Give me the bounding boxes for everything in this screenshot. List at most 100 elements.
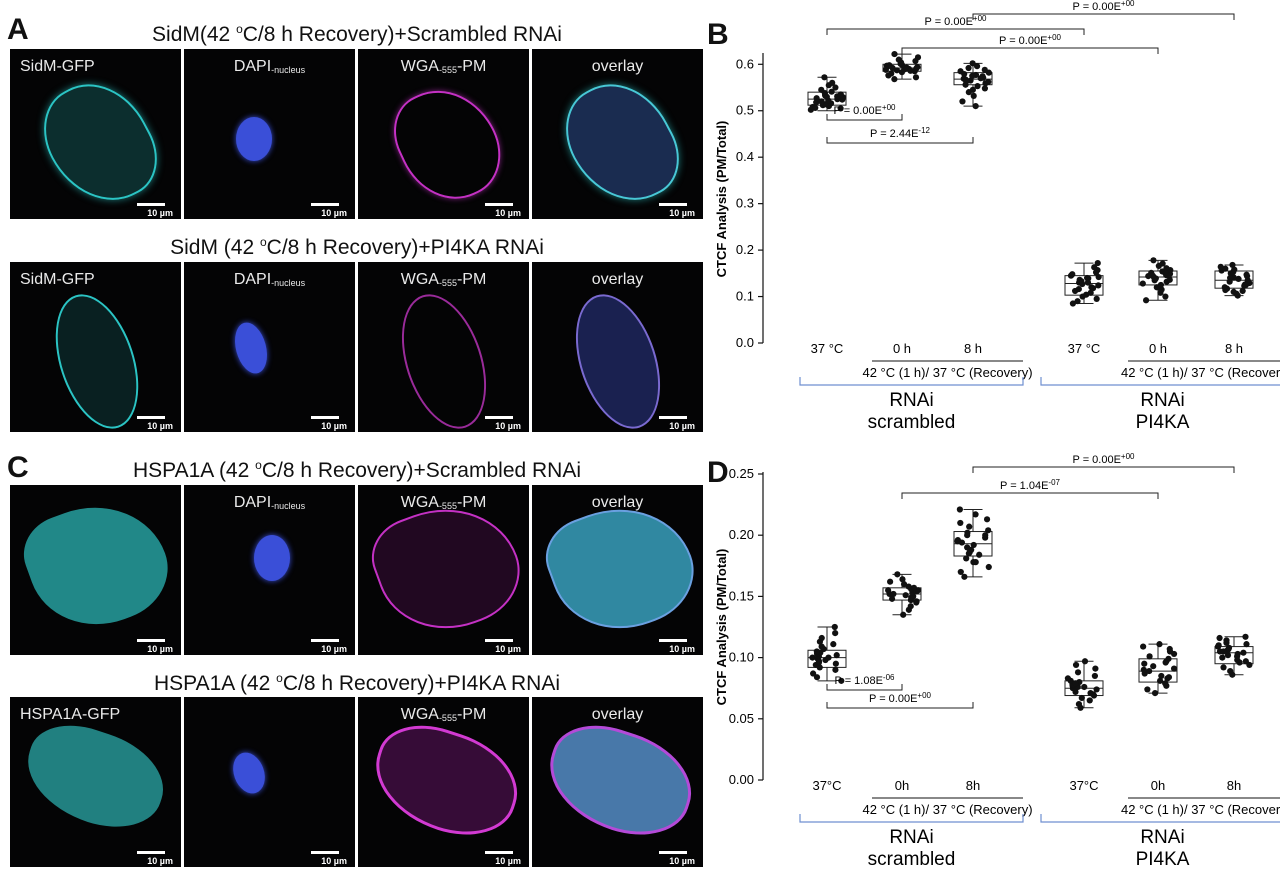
data-point [1086, 697, 1093, 704]
data-point [1072, 680, 1079, 687]
data-point [895, 56, 902, 63]
y-axis-title: CTCF Analysis (PM/Total) [714, 121, 729, 278]
data-point [1162, 270, 1169, 277]
data-point [913, 598, 920, 605]
group-bracket [1040, 814, 1280, 823]
row-title-c2-suffix: C/8 h Recovery)+PI4KA RNAi [282, 672, 561, 695]
data-point [1150, 257, 1157, 264]
p-value-label: P = 0.00E+00 [869, 691, 932, 705]
p-value-text: P = 0.00E [834, 105, 882, 117]
channel-label: overlay [591, 706, 644, 723]
data-point [1151, 277, 1158, 284]
data-point [837, 91, 844, 98]
data-point [1229, 261, 1236, 269]
treatment-label: 42 °C (1 h)/ 37 °C (Recovery) [862, 365, 1032, 380]
data-point [1242, 281, 1250, 289]
scale-bar [659, 416, 687, 419]
micrograph-dapi: DAPI-nucleus 10 µm [184, 485, 355, 655]
data-point [1243, 271, 1250, 278]
p-value-exponent: -07 [1048, 478, 1060, 487]
x-tick-label: 37°C [812, 778, 841, 793]
p-value-label: P = 1.04E-07 [1000, 478, 1061, 492]
wga-subscript: -555 [438, 501, 457, 511]
scale-bar [485, 416, 513, 419]
data-point [1149, 272, 1156, 279]
data-point [1087, 289, 1094, 296]
data-point [838, 677, 845, 684]
x-tick-label: 0 h [893, 341, 911, 356]
y-tick-label: 0.05 [729, 711, 754, 726]
data-point [981, 66, 988, 73]
data-point [837, 105, 844, 112]
micrograph-dapi: DAPI-nucleus 10 µm [184, 49, 355, 219]
data-point [1144, 686, 1151, 693]
significance-bracket [826, 28, 1085, 35]
x-tick-label: 37 °C [811, 341, 844, 356]
treatment-label: 42 °C (1 h)/ 37 °C (Recovery) [1121, 365, 1280, 380]
data-point [1243, 641, 1250, 648]
cell-sidm-cyan [26, 65, 173, 219]
data-point [1140, 666, 1147, 673]
data-point [821, 74, 828, 81]
data-point [1090, 691, 1097, 698]
p-value-label: P = 2.44E-12 [870, 126, 931, 140]
scale-bar [137, 639, 165, 642]
image-row-a2: SidM-GFP 10 µm DAPI-nucleus 10 µm WGA-55… [10, 262, 704, 432]
y-tick-label: 0.0 [736, 335, 754, 350]
p-value-label: P = 0.00E+00 [834, 103, 897, 117]
row-title-c2-prefix: HSPA1A (42 [153, 672, 277, 695]
data-point [954, 538, 961, 545]
micrograph-wga: WGA-555-PM 10 µm [358, 485, 529, 655]
x-tick-label: 0 h [1149, 341, 1167, 356]
y-axis-title: CTCF Analysis (PM/Total) [714, 549, 729, 706]
group-label-line1: RNAi [889, 390, 933, 411]
cell-hspa1a-cyan [13, 485, 181, 645]
row-title-a2-prefix: SidM (42 [170, 236, 260, 259]
data-point [1231, 266, 1238, 273]
data-point [900, 581, 908, 588]
scale-bar [485, 851, 513, 854]
data-point [832, 84, 839, 91]
data-point [965, 64, 972, 72]
scale-bar [485, 203, 513, 206]
data-point [963, 78, 970, 85]
data-point [1216, 634, 1223, 642]
data-point [1064, 675, 1072, 682]
data-point [832, 666, 839, 673]
image-row-c1: 10 µm DAPI-nucleus 10 µm WGA-555-PM 10 µ… [10, 485, 704, 655]
p-value-label: P = 1.08E-06 [835, 673, 896, 687]
data-point [900, 611, 907, 618]
data-point [1150, 663, 1157, 670]
data-point [912, 74, 920, 81]
data-point [894, 571, 901, 578]
data-point [1156, 677, 1164, 684]
dapi-subscript: -nucleus [271, 65, 306, 75]
data-point [1074, 298, 1081, 305]
data-point [1069, 300, 1077, 307]
data-point [1239, 287, 1246, 295]
data-point [813, 674, 821, 681]
micrograph-hspa1a: 10 µm [10, 485, 181, 655]
data-point [1223, 637, 1230, 644]
row-title-a1: SidM(42 oC/8 h Recovery)+Scrambled RNAi [10, 22, 704, 47]
data-point [1095, 273, 1102, 281]
scale-bar-label: 10 µm [321, 421, 347, 431]
data-point [1072, 661, 1080, 669]
group-bracket [799, 377, 1024, 386]
row-title-a2-sup: o [259, 235, 267, 249]
wga-text: WGA [400, 271, 439, 288]
micrograph-dapi: 10 µm [184, 697, 355, 867]
data-point [828, 88, 835, 95]
data-point [902, 592, 909, 599]
data-point [1158, 286, 1165, 293]
data-point [969, 60, 976, 67]
data-point [976, 551, 983, 558]
cell-overlay [560, 283, 676, 432]
p-value-exponent: -12 [918, 126, 930, 135]
data-point [891, 76, 898, 83]
data-point [818, 643, 825, 650]
data-point [985, 78, 992, 86]
scale-bar [485, 639, 513, 642]
data-point [825, 654, 832, 661]
micrograph-overlay: overlay 10 µm [532, 262, 703, 432]
